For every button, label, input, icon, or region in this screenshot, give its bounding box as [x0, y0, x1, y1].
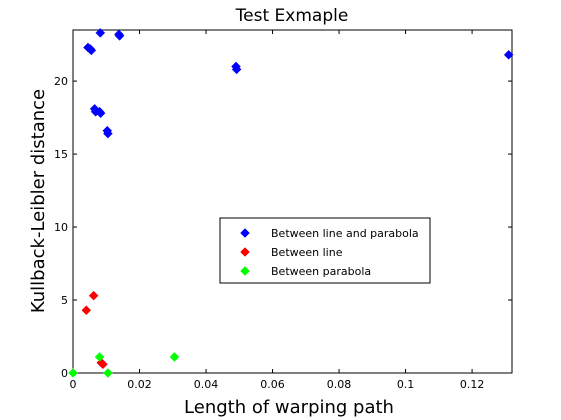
data-point-series-2: [88, 290, 99, 301]
data-point-series-1: [503, 49, 514, 60]
data-point-series-2: [98, 359, 108, 370]
x-axis-ticks: 0 0.02 0.04 0.06 0.08 0.1 0.12: [70, 30, 485, 391]
x-tick-label: 0.12: [460, 378, 485, 391]
plot-area: [72, 29, 513, 374]
x-tick-label: 0.04: [194, 378, 219, 391]
data-point-series-1: [86, 45, 97, 56]
legend-marker: [240, 228, 250, 238]
data-point-series-1: [114, 30, 125, 41]
legend: Between line and parabola Between line Bet…: [219, 217, 431, 284]
y-tick-label: 15: [54, 148, 68, 161]
data-point-series-1: [95, 108, 106, 119]
y-tick-label: 10: [54, 221, 68, 234]
legend-marker: [240, 266, 250, 276]
y-axis-ticks: 0 5 10 15 20: [54, 75, 512, 380]
data-point-series-3: [68, 368, 78, 378]
y-tick-label: 0: [61, 367, 68, 380]
legend-label: Between line and parabola: [271, 227, 419, 240]
data-points: [68, 28, 514, 378]
x-tick-label: 0.02: [127, 378, 152, 391]
data-point-series-1: [103, 128, 113, 139]
x-tick-label: 0: [70, 378, 77, 391]
data-point-series-3: [94, 352, 105, 362]
legend-label: Between line: [271, 246, 343, 259]
axes-box: [72, 29, 513, 374]
data-point-series-3: [103, 368, 113, 378]
legend-label: Between parabola: [271, 265, 371, 278]
y-tick-label: 5: [61, 294, 68, 307]
y-tick-label: 20: [54, 75, 68, 88]
data-point-series-2: [81, 305, 92, 316]
data-point-series-1: [95, 28, 106, 38]
x-tick-label: 0.08: [327, 378, 352, 391]
x-axis-label: Length of warping path: [184, 397, 394, 418]
legend-box: [219, 217, 431, 284]
y-axis-label: Kullback-Leibler distance: [28, 89, 49, 313]
x-tick-label: 0.06: [260, 378, 285, 391]
data-point-series-1: [231, 64, 242, 75]
legend-marker: [240, 247, 250, 257]
x-tick-label: 0.1: [397, 378, 415, 391]
chart-title: Test Exmaple: [235, 6, 349, 26]
data-point-series-3: [169, 352, 180, 362]
